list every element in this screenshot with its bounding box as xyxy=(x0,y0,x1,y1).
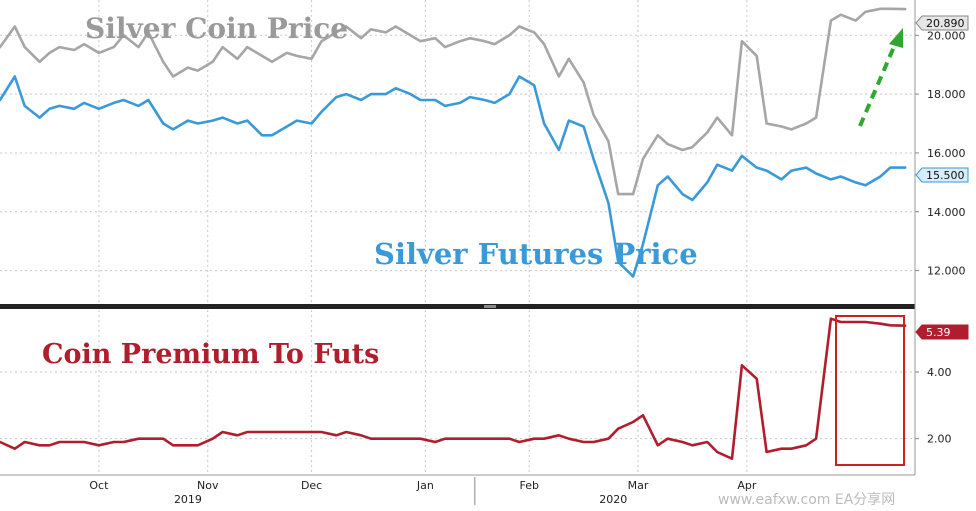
series-lines xyxy=(0,7,907,461)
series-line xyxy=(0,317,907,461)
x-tick-label: Nov xyxy=(197,479,219,492)
x-tick-label: Feb xyxy=(519,479,538,492)
coin-title: Silver Coin Price xyxy=(85,12,348,45)
highlight-box xyxy=(835,315,905,466)
y-tick-label: 16.000 xyxy=(927,147,966,160)
y-tick-label: 12.000 xyxy=(927,265,966,278)
y-tick-label: 14.000 xyxy=(927,206,966,219)
x-year-label: 2019 xyxy=(174,493,202,506)
premium-last-badge: 5.39 xyxy=(915,324,969,340)
panel-separator[interactable] xyxy=(0,304,915,309)
y-tick-label: 4.00 xyxy=(927,366,952,379)
x-tick-label: Dec xyxy=(301,479,322,492)
futures-last-badge: 15.500 xyxy=(915,167,969,183)
x-tick-label: Oct xyxy=(89,479,109,492)
y-axis-ticks: 12.000 14.000 16.000 18.000 20.000 2.00 4.00 xyxy=(915,29,966,446)
watermark: www.eafxw.com EA分享网 xyxy=(718,491,895,508)
coin-last-value: 20.890 xyxy=(926,17,965,30)
x-tick-label: Jan xyxy=(416,479,434,492)
x-axis-ticks: Oct Nov Dec Jan Feb Mar Apr 2019 2020 xyxy=(89,477,757,506)
series-line xyxy=(0,7,907,196)
y-tick-label: 2.00 xyxy=(927,433,952,446)
futures-last-value: 15.500 xyxy=(926,169,965,182)
trend-arrow-line xyxy=(858,41,898,127)
x-tick-label: Mar xyxy=(628,479,649,492)
premium-title: Coin Premium To Futs xyxy=(42,339,379,370)
coin-last-badge: 20.890 xyxy=(915,15,969,31)
series-line xyxy=(0,75,907,278)
y-tick-label: 18.000 xyxy=(927,88,966,101)
premium-last-value: 5.39 xyxy=(926,326,951,339)
grid xyxy=(98,0,748,475)
x-tick-label: Apr xyxy=(737,479,757,492)
panel-resize-handle[interactable] xyxy=(484,305,496,308)
x-year-label: 2020 xyxy=(599,493,627,506)
futures-title: Silver Futures Price xyxy=(374,237,698,271)
trend-arrow-head xyxy=(889,28,903,48)
y-tick-label: 20.000 xyxy=(927,29,966,42)
